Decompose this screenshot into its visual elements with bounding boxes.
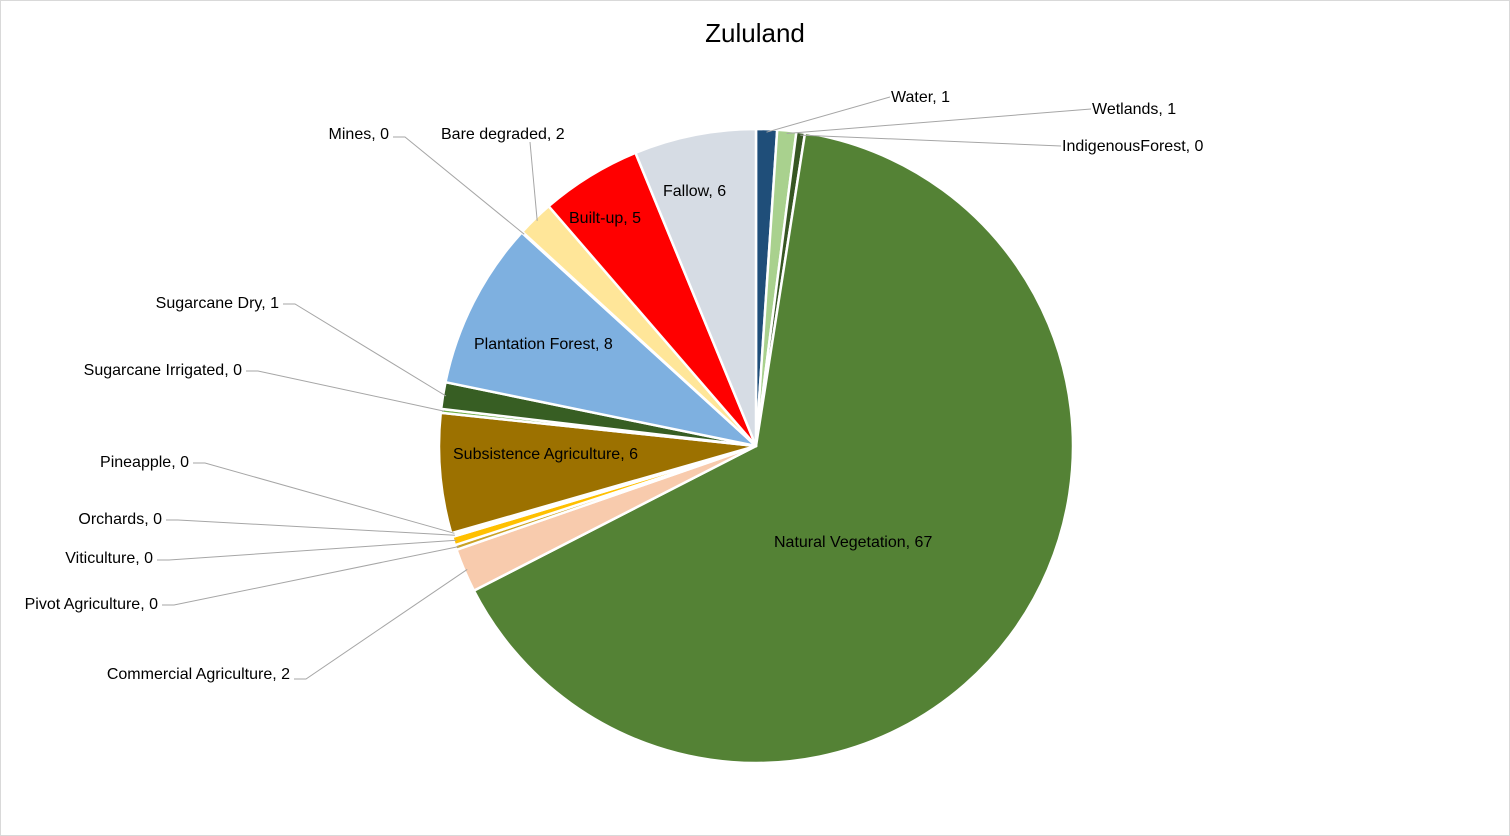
slice-label: Natural Vegetation, 67 — [774, 534, 932, 551]
pie-slices — [437, 127, 1075, 765]
slice-label: Sugarcane Dry, 1 — [156, 295, 279, 312]
slice-label: Commercial Agriculture, 2 — [107, 666, 290, 683]
leader-line — [157, 539, 457, 561]
slice-labels: Water, 1 Wetlands, 1 IndigenousForest, 0 Na… — [25, 89, 1204, 683]
leader-line — [529, 141, 538, 221]
slice-label: Wetlands, 1 — [1092, 101, 1176, 118]
slice-label: Plantation Forest, 8 — [474, 336, 613, 353]
leader-line — [766, 96, 891, 133]
leader-lines — [157, 96, 1092, 680]
chart-title: Zululand — [705, 18, 805, 48]
slice-label: Orchards, 0 — [78, 511, 162, 528]
pie-slice-fallow — [634, 127, 758, 448]
leader-line — [393, 136, 525, 235]
slice-label: Water, 1 — [891, 89, 950, 106]
slice-label: Viticulture, 0 — [65, 550, 153, 567]
leader-line — [193, 462, 455, 534]
slice-label: Fallow, 6 — [663, 183, 726, 200]
slice-label: Sugarcane Irrigated, 0 — [84, 362, 242, 379]
pie-slice-subsistence-agriculture — [437, 411, 758, 535]
slice-label: Built-up, 5 — [569, 210, 641, 227]
leader-line — [246, 370, 445, 412]
slice-label: Bare degraded, 2 — [441, 126, 565, 143]
slice-label: Pivot Agriculture, 0 — [25, 596, 159, 613]
leader-line — [166, 519, 455, 536]
pie-slice-plantation-forest — [444, 231, 758, 448]
slice-label: IndigenousForest, 0 — [1062, 138, 1204, 155]
leader-line — [786, 108, 1092, 134]
leader-line — [800, 134, 1062, 147]
slice-label: Mines, 0 — [329, 126, 390, 143]
slice-label: Pineapple, 0 — [100, 454, 189, 471]
slice-label: Subsistence Agriculture, 6 — [453, 446, 638, 463]
leader-line — [283, 303, 447, 397]
leader-line — [294, 568, 468, 680]
leader-line — [162, 546, 459, 606]
pie-slice-natural-vegetation — [472, 131, 1075, 765]
